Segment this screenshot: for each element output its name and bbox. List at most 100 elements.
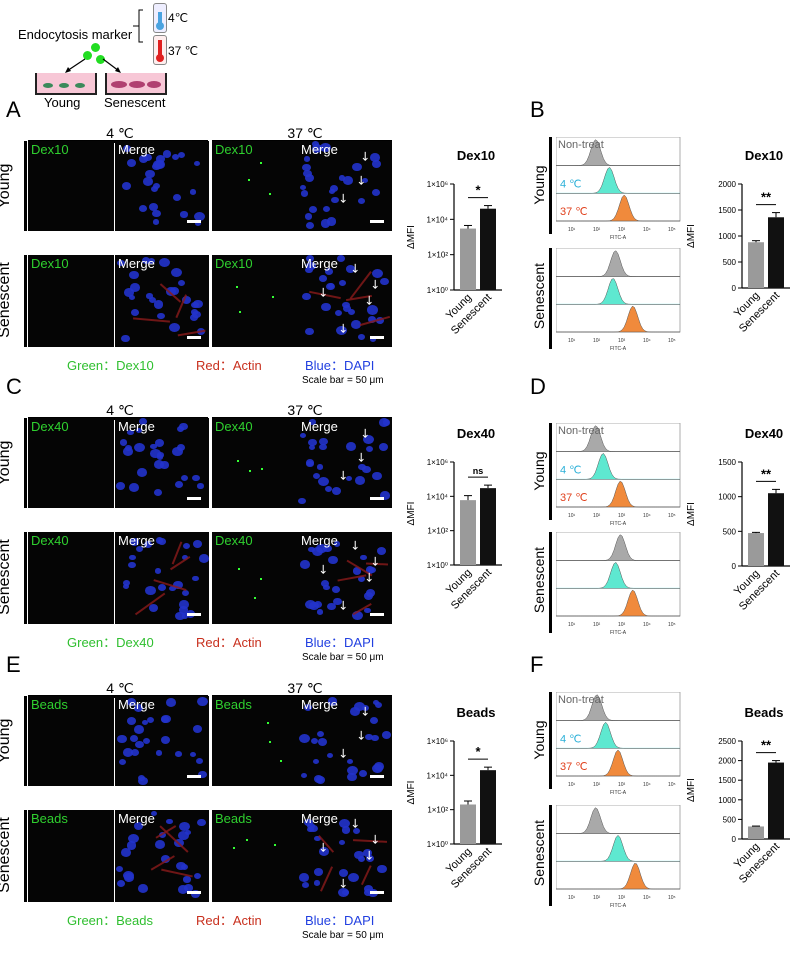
- nucleus: [178, 606, 188, 614]
- nucleus: [166, 698, 177, 707]
- nucleus: [120, 848, 131, 857]
- nucleus: [363, 592, 374, 601]
- arrow-icon: ↙: [366, 830, 384, 848]
- nucleus: [116, 880, 125, 888]
- row-label: Senescent: [0, 262, 13, 338]
- y-tick-label: 1500: [718, 206, 736, 215]
- nucleus: [345, 475, 353, 482]
- nucleus: [338, 868, 348, 877]
- nucleus: [338, 175, 346, 181]
- marker-label: Dex10: [215, 142, 253, 157]
- nucleus: [173, 580, 184, 590]
- row-bar: [24, 141, 27, 231]
- bar-young: [748, 533, 764, 566]
- nucleus: [306, 262, 316, 270]
- tick-label: 10²: [593, 782, 601, 788]
- marker-label: Dex10: [31, 256, 69, 271]
- bar-chart-A: Dex10ΔMFI1×10⁰1×10²1×10⁴1×10⁶YoungSenesc…: [406, 148, 502, 337]
- nucleus: [165, 818, 173, 825]
- histogram-peak: [556, 807, 681, 834]
- nucleus: [309, 824, 318, 833]
- tick-label: 10⁵: [668, 513, 676, 519]
- nucleus: [334, 309, 343, 317]
- nucleus: [309, 419, 316, 425]
- tick-label: 10⁴: [643, 782, 651, 788]
- nucleus: [150, 449, 161, 459]
- marker-image: Dex10: [28, 255, 114, 347]
- temp-header-37c: 37 ℃: [287, 680, 323, 696]
- bar-senescent: [480, 770, 496, 844]
- nucleus: [189, 189, 197, 195]
- nucleus: [146, 717, 154, 724]
- y-tick-label: 1×10⁶: [427, 458, 448, 467]
- nucleus: [326, 217, 337, 226]
- nucleus: [372, 189, 381, 197]
- label-4c: 4 ℃: [560, 464, 582, 476]
- nucleus: [117, 259, 125, 267]
- nucleus: [150, 186, 158, 193]
- marker-image: Beads: [212, 696, 298, 786]
- tick-label: 10²: [593, 227, 601, 233]
- nucleus: [312, 144, 323, 153]
- nucleus: [302, 163, 311, 172]
- merge-label: Merge: [118, 142, 155, 157]
- nucleus: [319, 443, 328, 451]
- scale-bar: [370, 613, 384, 616]
- nucleus: [364, 607, 371, 614]
- nucleus: [154, 460, 165, 469]
- significance-label: ns: [473, 466, 484, 476]
- merge-image: ↙ ↙ ↙ ↙ ↙ Merge: [298, 255, 392, 347]
- marker-label: Beads: [215, 697, 252, 712]
- nucleus: [357, 855, 366, 863]
- nucleus: [377, 864, 388, 873]
- nucleus: [307, 546, 315, 553]
- histogram-peak: [556, 694, 681, 721]
- nucleus: [183, 876, 191, 883]
- panel-letter-E: E: [6, 652, 21, 677]
- histogram-peak: [556, 480, 680, 508]
- y-tick-label: 1×10²: [427, 527, 448, 536]
- green-dot: [279, 759, 282, 762]
- marker-label: Beads: [215, 811, 252, 826]
- flow-histogram: Non-treat 4 ℃ 37 ℃ 10¹ 10² 10³ 10⁴ 10⁵ FITC-A: [556, 692, 681, 796]
- nucleus: [150, 443, 157, 450]
- nucleus: [154, 839, 165, 849]
- nucleus: [124, 444, 133, 452]
- nucleus: [350, 319, 362, 329]
- nucleus: [309, 444, 316, 450]
- axis-label: FITC-A: [610, 630, 627, 636]
- marker-image: Dex10: [212, 141, 298, 231]
- nucleus: [148, 603, 159, 612]
- nucleus: [336, 255, 346, 263]
- green-dot: [236, 460, 239, 463]
- merge-image: ↙ ↙ ↙ Merge: [298, 696, 392, 786]
- nucleus: [362, 178, 369, 184]
- nucleus: [371, 159, 382, 168]
- nucleus: [323, 205, 331, 212]
- merge-image: Merge: [115, 418, 209, 508]
- nucleus: [305, 458, 315, 466]
- tick-label: 10³: [618, 513, 626, 519]
- label-4c: 4 ℃: [560, 178, 582, 190]
- nucleus: [322, 544, 332, 553]
- legend-red: Red：Actin: [196, 358, 262, 373]
- scale-bar: [187, 220, 201, 223]
- row-bar: [549, 137, 552, 234]
- nucleus: [191, 890, 200, 898]
- nucleus: [368, 315, 377, 323]
- y-tick-label: 1×10⁰: [427, 561, 448, 570]
- merge-label: Merge: [301, 697, 338, 712]
- y-tick-label: 1×10²: [427, 251, 448, 260]
- row-bar: [549, 532, 552, 633]
- marker-image: Dex40: [28, 532, 114, 624]
- bar-young: [748, 826, 764, 839]
- nucleus: [324, 485, 333, 493]
- nucleus: [352, 567, 362, 575]
- histogram-peak: [556, 749, 680, 777]
- merge-image: ↙ ↙ ↙ ↙ ↙ Merge: [298, 810, 392, 902]
- bar-senescent: [480, 488, 496, 565]
- tick-label: 10⁵: [668, 895, 676, 901]
- histogram-peak: [556, 589, 680, 617]
- nucleus: [160, 854, 170, 863]
- nucleus: [126, 717, 136, 725]
